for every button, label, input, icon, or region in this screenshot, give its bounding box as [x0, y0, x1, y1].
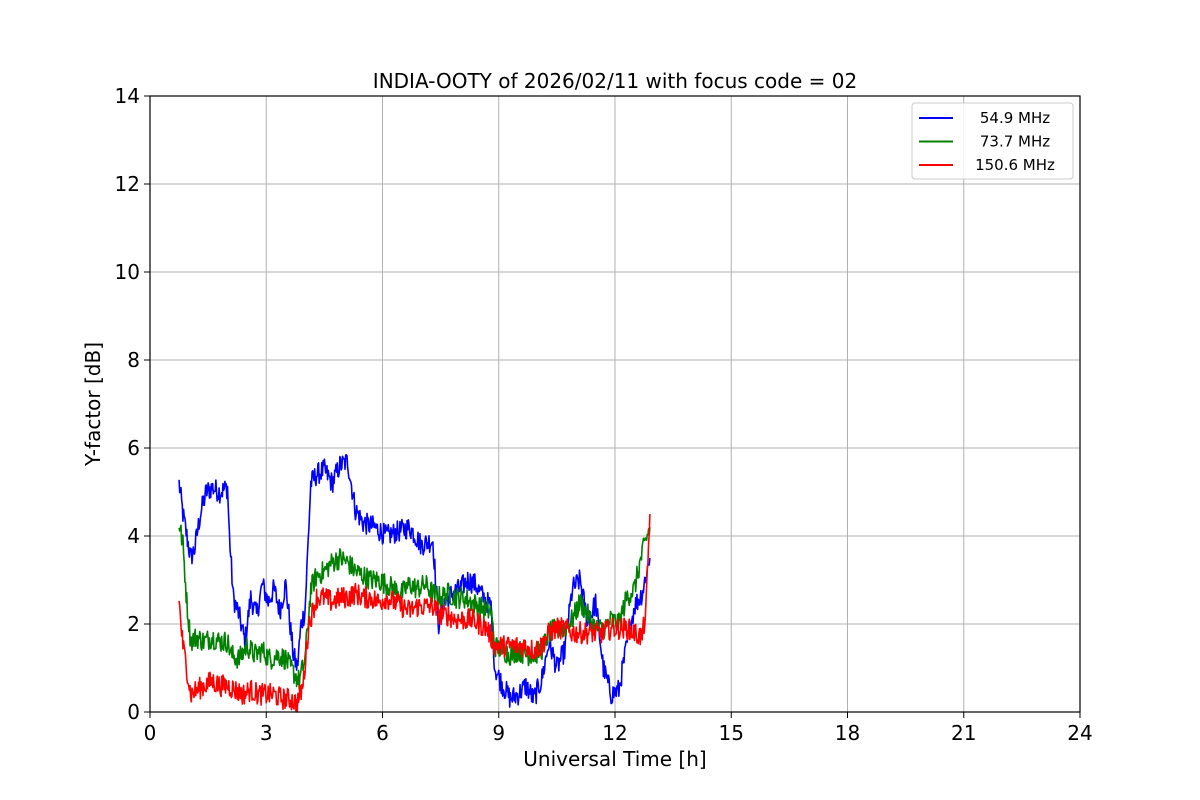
x-tick-label: 21 [951, 721, 976, 745]
x-tick-label: 12 [602, 721, 627, 745]
y-axis-label: Y-factor [dB] [81, 342, 105, 467]
x-axis-label: Universal Time [h] [523, 747, 706, 771]
y-tick-label: 0 [127, 700, 140, 724]
x-tick-label: 18 [835, 721, 860, 745]
legend-box [911, 102, 1074, 180]
y-tick-label: 14 [115, 84, 140, 108]
x-tick-label: 0 [144, 721, 157, 745]
legend-entry-label: 150.6 MHz [975, 156, 1055, 174]
x-tick-label: 9 [492, 721, 505, 745]
y-tick-label: 6 [127, 436, 140, 460]
y-tick-label: 12 [115, 172, 140, 196]
series-line [178, 524, 651, 690]
series-layer [178, 454, 651, 713]
legend: 54.9 MHz 73.7 MHz 150.6 MHz [911, 102, 1074, 180]
chart-title: INDIA-OOTY of 2026/02/11 with focus code… [373, 69, 857, 93]
y-tick-label: 2 [127, 612, 140, 636]
legend-entry-label: 73.7 MHz [980, 133, 1050, 151]
x-tick-label: 3 [260, 721, 273, 745]
x-tick-label: 24 [1067, 721, 1092, 745]
y-tick-label: 8 [127, 348, 140, 372]
legend-entry-label: 54.9 MHz [980, 109, 1050, 127]
y-tick-label: 4 [127, 524, 140, 548]
series-line [178, 513, 651, 713]
series-line [178, 454, 651, 708]
x-tick-label: 15 [719, 721, 744, 745]
y-tick-label: 10 [115, 260, 140, 284]
x-tick-label: 6 [376, 721, 389, 745]
